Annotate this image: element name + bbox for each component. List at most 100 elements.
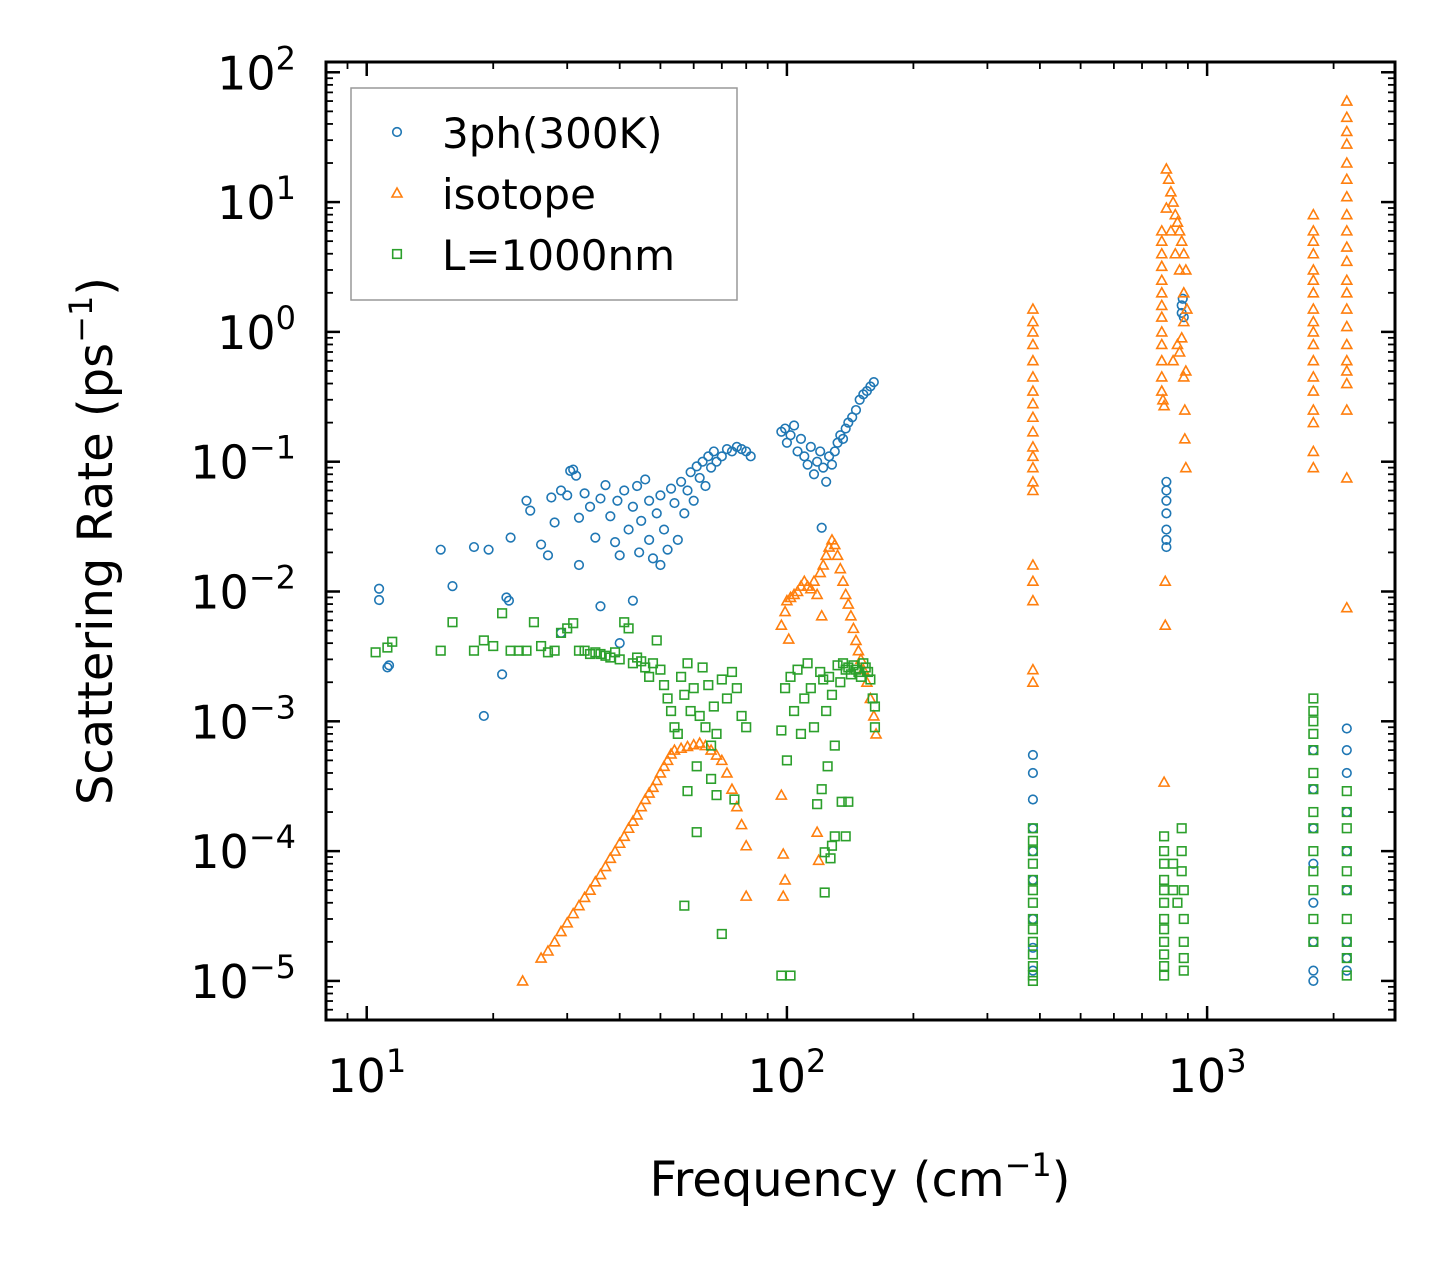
data-point bbox=[776, 889, 790, 901]
data-point bbox=[1340, 286, 1354, 298]
data-point bbox=[716, 451, 727, 462]
data-point bbox=[1160, 162, 1173, 174]
data-point bbox=[682, 785, 693, 797]
data-point bbox=[636, 515, 647, 526]
data-point bbox=[646, 780, 660, 793]
data-point bbox=[694, 472, 705, 484]
data-point bbox=[1026, 675, 1040, 688]
data-point bbox=[700, 722, 711, 733]
data-point bbox=[669, 722, 680, 733]
data-point bbox=[829, 446, 840, 457]
data-point bbox=[665, 705, 677, 717]
data-point bbox=[685, 705, 696, 717]
data-point bbox=[1026, 325, 1040, 337]
data-point bbox=[435, 544, 446, 555]
data-point bbox=[1161, 508, 1172, 519]
data-point bbox=[1171, 215, 1184, 227]
data-point bbox=[1341, 767, 1352, 779]
data-point bbox=[1306, 325, 1320, 337]
data-point bbox=[828, 537, 842, 550]
data-point bbox=[1026, 574, 1040, 587]
data-point bbox=[1178, 403, 1192, 415]
data-point bbox=[843, 662, 854, 673]
data-point bbox=[1155, 247, 1169, 259]
data-point bbox=[647, 553, 659, 564]
data-point bbox=[721, 444, 733, 455]
data-point bbox=[1155, 298, 1169, 311]
data-point bbox=[1027, 767, 1039, 779]
data-point bbox=[1306, 263, 1320, 275]
data-point bbox=[679, 900, 690, 911]
data-point bbox=[1026, 370, 1040, 382]
data-point bbox=[1158, 885, 1170, 896]
data-point bbox=[792, 664, 803, 675]
data-point bbox=[694, 710, 705, 722]
data-point bbox=[1026, 302, 1040, 314]
data-point bbox=[600, 480, 611, 491]
data-point bbox=[810, 825, 824, 837]
data-point bbox=[731, 441, 742, 453]
data-point bbox=[703, 680, 714, 691]
data-point bbox=[705, 773, 717, 785]
data-point bbox=[788, 705, 800, 717]
data-point bbox=[679, 508, 690, 519]
data-point bbox=[697, 662, 708, 673]
data-point bbox=[1340, 319, 1354, 332]
data-point bbox=[730, 800, 744, 812]
data-point bbox=[708, 446, 719, 457]
data-point bbox=[1176, 846, 1187, 857]
data-point bbox=[1180, 302, 1194, 314]
data-point bbox=[1340, 224, 1354, 236]
data-point bbox=[640, 474, 651, 485]
data-point bbox=[642, 786, 656, 798]
data-point bbox=[1155, 273, 1169, 286]
data-point bbox=[831, 548, 844, 561]
data-point bbox=[823, 451, 835, 462]
data-point bbox=[665, 483, 677, 494]
data-point bbox=[447, 581, 458, 592]
data-point bbox=[634, 800, 648, 812]
data-point bbox=[1306, 247, 1320, 259]
data-point bbox=[619, 485, 630, 496]
data-point bbox=[869, 701, 881, 712]
data-point bbox=[1168, 208, 1182, 220]
data-point bbox=[521, 645, 532, 656]
data-point bbox=[617, 829, 631, 842]
tick-labels: 101 102 103 102 101 100 10−1 10−2 10−3 10−4 10−5 bbox=[190, 39, 1246, 1103]
data-point bbox=[1026, 594, 1040, 606]
data-point bbox=[839, 587, 853, 600]
data-point bbox=[682, 658, 693, 669]
data-point bbox=[1168, 247, 1182, 259]
data-point bbox=[1308, 936, 1319, 947]
legend-marker bbox=[390, 186, 404, 198]
data-point bbox=[655, 559, 666, 571]
data-point bbox=[1340, 137, 1354, 149]
x-tick-label: 102 bbox=[747, 1042, 826, 1103]
data-point bbox=[844, 609, 858, 621]
data-point bbox=[623, 623, 634, 634]
data-point bbox=[505, 645, 516, 656]
data-point bbox=[662, 693, 673, 704]
data-point bbox=[725, 782, 739, 794]
data-point bbox=[1306, 224, 1320, 236]
data-point bbox=[711, 728, 722, 739]
data-point bbox=[542, 647, 554, 658]
data-point bbox=[658, 680, 670, 691]
data-point bbox=[1177, 247, 1191, 259]
data-point bbox=[802, 459, 813, 470]
data-point bbox=[1178, 936, 1189, 947]
data-point bbox=[821, 705, 832, 717]
data-point bbox=[813, 565, 827, 578]
data-point bbox=[516, 974, 530, 986]
data-point bbox=[1306, 286, 1320, 298]
data-point bbox=[383, 660, 395, 671]
data-point bbox=[373, 583, 385, 594]
data-point bbox=[1178, 952, 1189, 964]
data-point bbox=[548, 935, 561, 947]
data-point bbox=[1026, 314, 1040, 327]
data-point bbox=[644, 671, 655, 682]
data-point bbox=[578, 890, 591, 903]
data-point bbox=[1308, 965, 1319, 976]
data-point bbox=[1026, 558, 1040, 570]
data-point bbox=[605, 511, 616, 522]
